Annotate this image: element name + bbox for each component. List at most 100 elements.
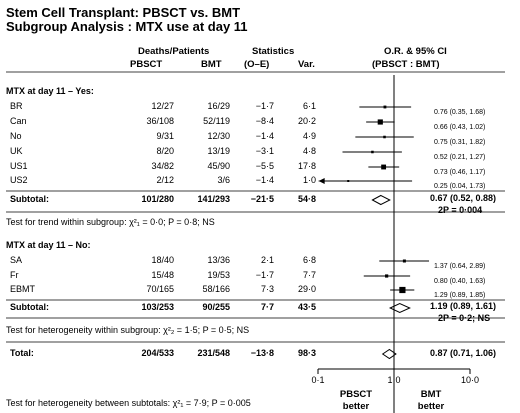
row-o-e: 2·1 [260,255,274,265]
header-pbsct-bmt: (PBSCT : BMT) [372,59,440,70]
row-label: US2 [10,175,28,185]
row-ci-text: 0.66 (0.43, 1.02) [434,124,486,131]
row-bmt: 13/19 [207,146,230,156]
header-deaths-patients: Deaths/Patients [138,46,210,57]
row-label: Subtotal: [10,302,49,312]
estimate-square [399,286,406,294]
row-bmt: 52/119 [203,116,230,126]
row-o-e: −1·4 [255,175,274,185]
row-o-e: −3·1 [255,146,274,156]
row-bmt: 3/6 [217,175,230,185]
row-label: Fr [10,270,19,280]
row-label: Can [10,116,27,126]
row-ci-text: 0.25 (0.04, 1.73) [434,183,486,190]
row-pbsct: 70/165 [146,284,174,294]
header-var: Var. [298,59,315,70]
row-label: SA [10,255,23,265]
total-ci-text: 0.87 (0.71, 1.06) [430,348,497,358]
row-pbsct: 103/253 [141,302,174,312]
row-label: UK [10,146,23,156]
summary-diamond [388,302,411,314]
header-bmt: BMT [201,59,222,70]
row-var: 7·7 [302,270,316,280]
row-var: 17·8 [297,161,316,171]
row-pbsct: 9/31 [156,131,174,141]
row-o-e: −21·5 [250,194,274,204]
row-label: Subtotal: [10,194,49,204]
row-var: 54·8 [297,194,316,204]
row-pbsct: 8/20 [156,146,174,156]
row-pbsct: 12/27 [151,101,174,111]
header-pbsct: PBSCT [130,59,163,70]
row-var: 4·9 [302,131,316,141]
axis-tick-10-0: 10·0 [460,375,479,385]
section-heading-yes: MTX at day 11 – Yes: [6,86,94,96]
row-label: US1 [10,161,28,171]
row-o-e: −5·5 [255,161,274,171]
row-var: 6·8 [302,255,316,265]
row-label: No [10,131,22,141]
row-pbsct: 204/533 [141,348,174,358]
estimate-square [383,105,387,109]
row-bmt: 16/29 [207,101,230,111]
section-heading-no: MTX at day 11 – No: [6,240,91,250]
summary-diamond [381,348,397,360]
estimate-square [383,135,386,139]
row-bmt: 19/53 [207,270,230,280]
row-o-e: −1·4 [255,131,274,141]
subtotal-ci-text: 1.19 (0.89, 1.61) [430,301,497,311]
axis-right-label-1: BMT [420,389,442,400]
row-bmt: 141/293 [197,194,230,204]
subtotal-ci-text: 0.67 (0.52, 0.88) [430,193,497,203]
row-bmt: 58/166 [202,284,230,294]
row-pbsct: 2/12 [156,175,174,185]
row-pbsct: 15/48 [151,270,174,280]
title-line-1: Stem Cell Transplant: PBSCT vs. BMT [6,5,241,20]
row-o-e: 7·3 [260,284,274,294]
subtotal-p-text: 2P = 0·004 [438,205,483,215]
header-or-ci: O.R. & 95% CI [384,46,447,57]
estimate-square [402,259,406,263]
row-ci-text: 0.80 (0.40, 1.63) [434,278,486,285]
row-o-e: −8·4 [255,116,274,126]
row-label: EBMT [10,284,36,294]
row-pbsct: 36/108 [146,116,174,126]
estimate-square [377,119,383,125]
row-label: Total: [10,348,34,358]
row-ci-text: 0.73 (0.46, 1.17) [434,169,486,176]
row-bmt: 13/36 [207,255,230,265]
row-var: 20·2 [297,116,316,126]
row-var: 43·5 [297,302,316,312]
row-var: 6·1 [302,101,316,111]
header-statistics: Statistics [252,46,295,57]
axis-left-label-1: PBSCT [339,389,373,400]
trend-test-note: Test for trend within subgroup: χ²₁ = 0·… [6,217,215,227]
estimate-square [347,180,350,182]
row-var: 98·3 [297,348,316,358]
heterogeneity-within-note: Test for heterogeneity within subgroup: … [6,325,250,335]
axis-tick-0-1: 0·1 [311,375,325,385]
row-o-e: −13·8 [250,348,274,358]
row-var: 4·8 [302,146,316,156]
ci-arrow [318,178,325,184]
row-ci-text: 0.52 (0.21, 1.27) [434,154,486,161]
row-o-e: 7·7 [260,302,274,312]
header-o-e: (O–E) [244,59,270,70]
estimate-square [385,274,389,278]
estimate-square [381,164,387,170]
row-pbsct: 34/82 [151,161,174,171]
row-ci-text: 1.29 (0.89, 1.85) [434,292,486,299]
summary-diamond [371,194,391,206]
row-var: 29·0 [297,284,316,294]
title-line-2: Subgroup Analysis : MTX use at day 11 [6,19,248,34]
row-label: BR [10,101,23,111]
row-bmt: 90/255 [202,302,230,312]
row-o-e: −1·7 [255,270,274,280]
row-pbsct: 101/280 [141,194,174,204]
estimate-square [371,150,374,154]
row-bmt: 45/90 [207,161,230,171]
row-ci-text: 0.75 (0.31, 1.82) [434,139,486,146]
row-pbsct: 18/40 [151,255,174,265]
row-ci-text: 0.76 (0.35, 1.68) [434,109,486,116]
